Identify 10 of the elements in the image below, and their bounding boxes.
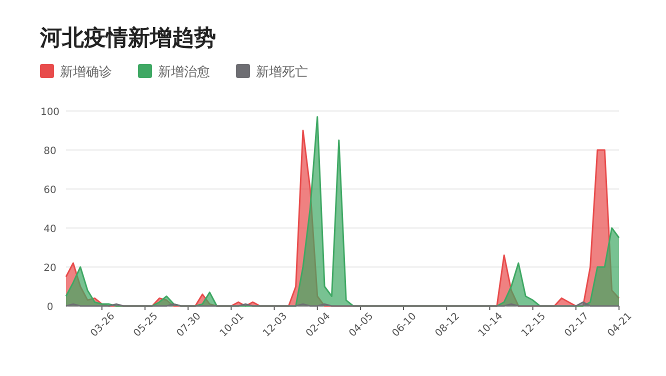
legend-label: 新增确诊 xyxy=(60,65,112,80)
y-tick-label: 80 xyxy=(44,146,56,157)
chart-title: 河北疫情新增趋势 xyxy=(39,25,216,51)
y-tick-label: 60 xyxy=(44,185,56,196)
legend-label: 新增死亡 xyxy=(256,64,308,80)
y-tick-label: 0 xyxy=(46,302,54,313)
y-tick-label: 20 xyxy=(44,263,56,274)
legend-label: 新增治愈 xyxy=(158,65,210,80)
y-tick-label: 40 xyxy=(44,224,56,235)
y-tick-label: 100 xyxy=(40,107,60,118)
